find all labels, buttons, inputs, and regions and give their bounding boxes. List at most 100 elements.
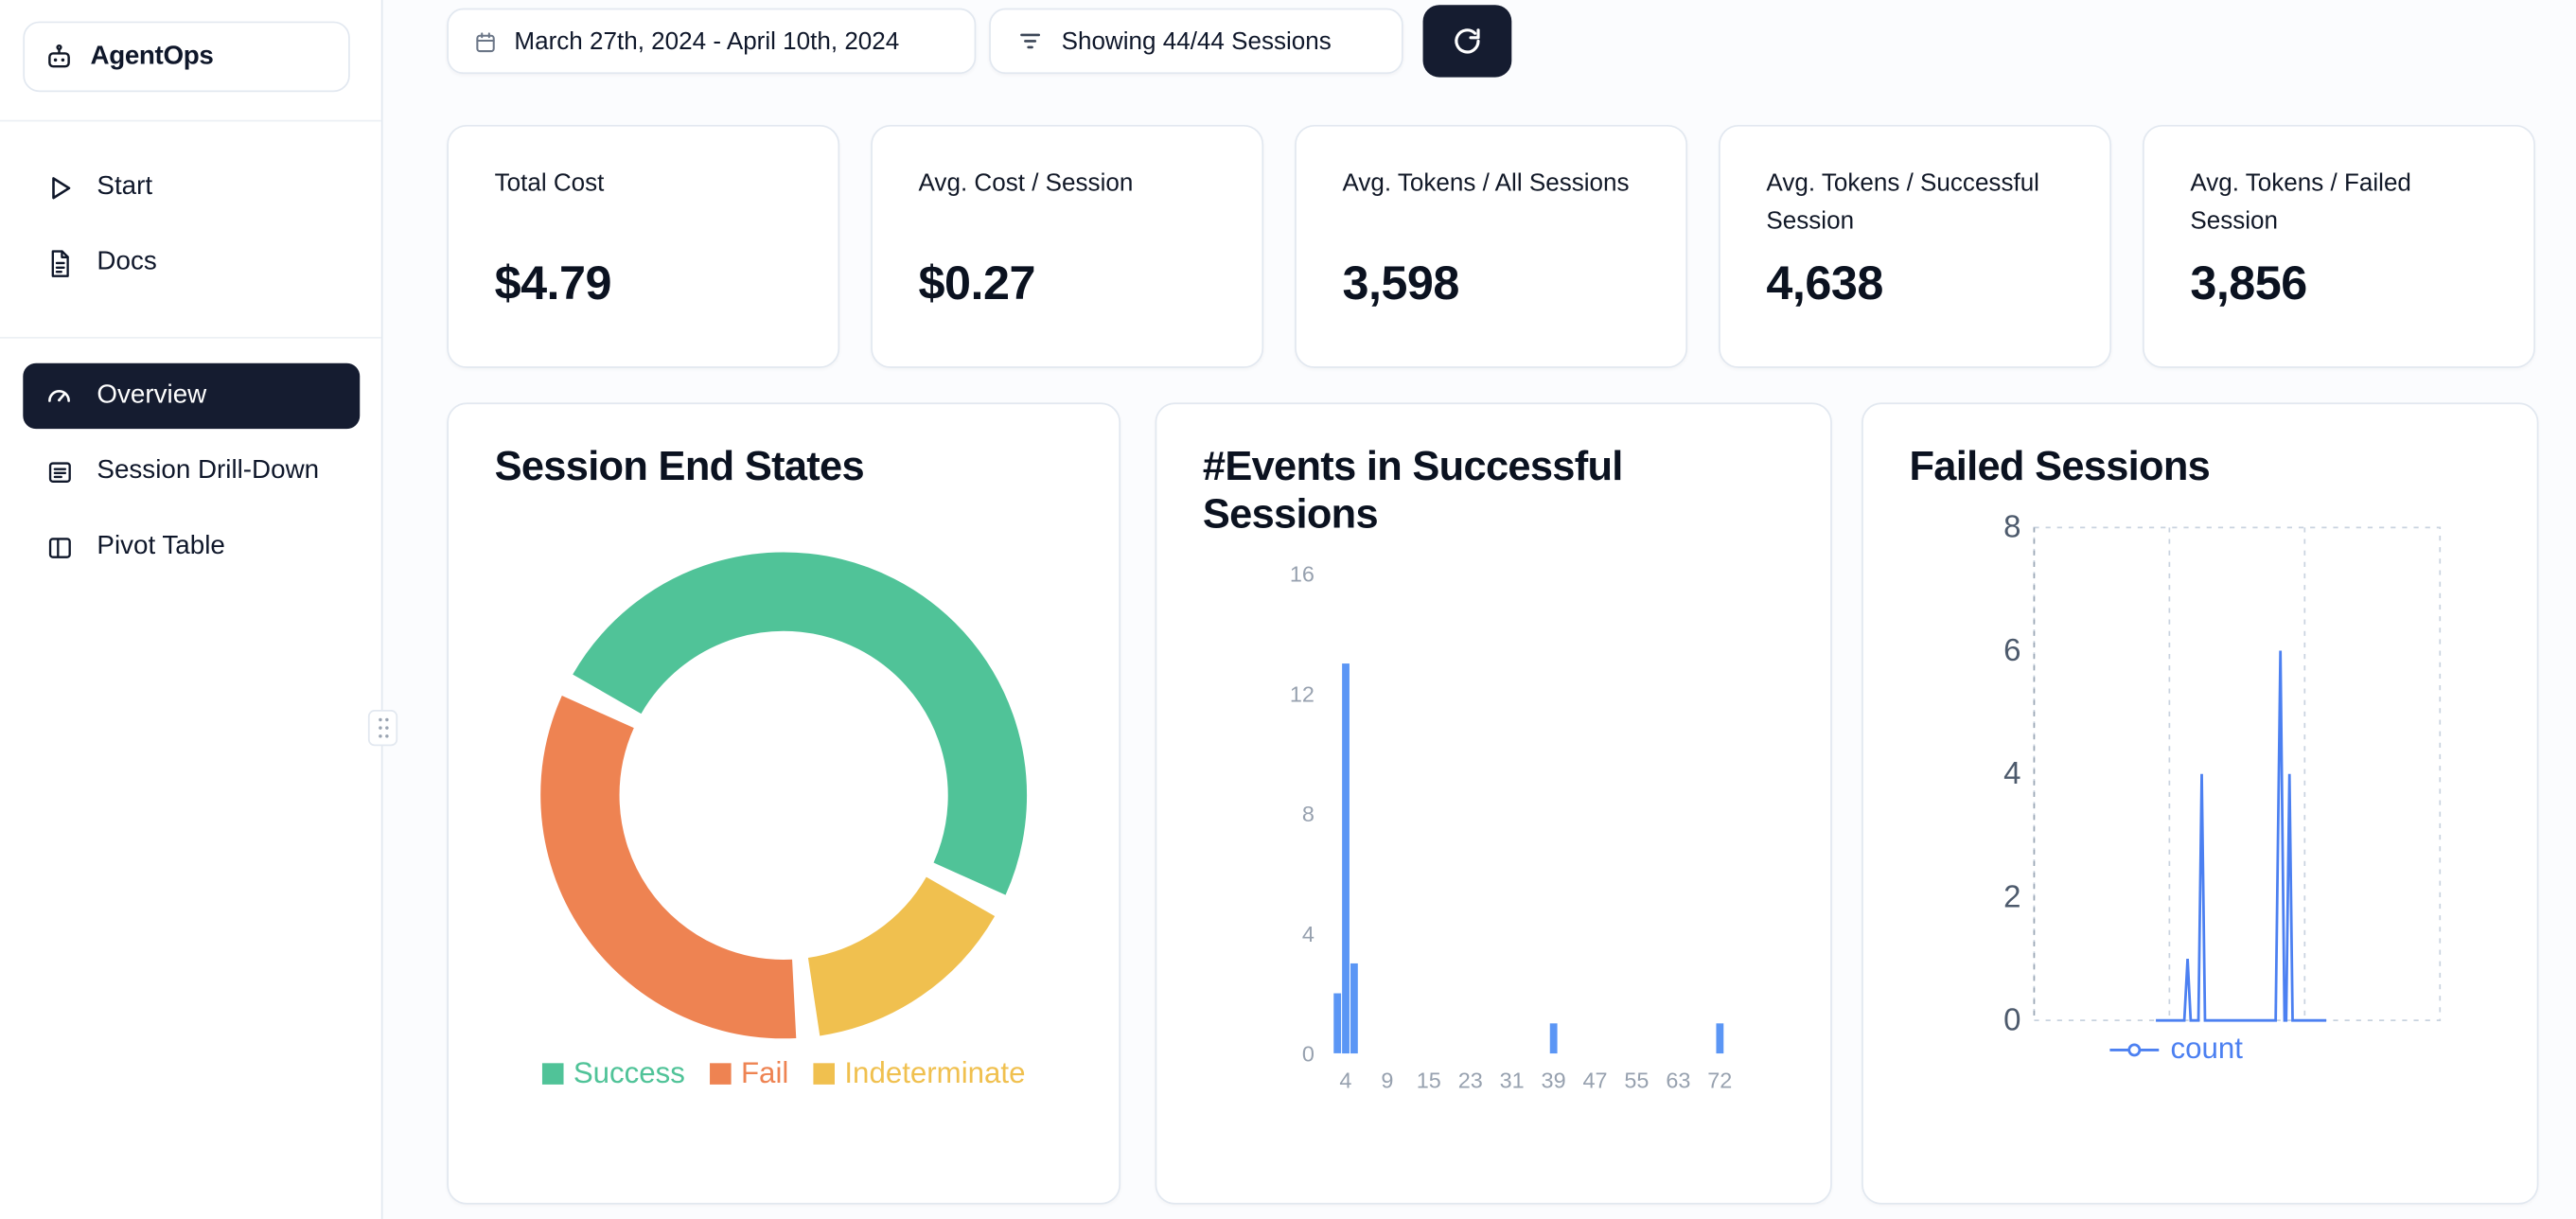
y-tick-label: 2 — [2003, 878, 2020, 913]
stat-value: $4.79 — [494, 257, 612, 311]
donut-segment-fail[interactable] — [540, 695, 797, 1038]
stat-value: 3,598 — [1342, 257, 1459, 311]
stat-label: Avg. Cost / Session — [918, 168, 1134, 198]
document-icon — [43, 246, 76, 279]
stat-card-avg-cost-session: Avg. Cost / Session $0.27 — [871, 124, 1264, 368]
refresh-icon — [1451, 25, 1484, 58]
y-tick-label: 0 — [2003, 1002, 2020, 1037]
y-tick-label: 4 — [2003, 755, 2020, 790]
bar[interactable] — [1333, 993, 1342, 1053]
y-tick-label: 16 — [1290, 562, 1314, 587]
table-columns-icon — [43, 531, 76, 564]
bar[interactable] — [1549, 1023, 1558, 1054]
stat-card-avg-tokens-all: Avg. Tokens / All Sessions 3,598 — [1295, 124, 1688, 368]
x-tick-label: 9 — [1381, 1068, 1393, 1092]
x-tick-label: 4 — [1339, 1068, 1351, 1092]
x-tick-label: 63 — [1666, 1068, 1690, 1092]
logo-text: AgentOps — [90, 42, 214, 70]
gauge-icon — [43, 380, 76, 413]
y-tick-label: 0 — [1302, 1042, 1314, 1067]
session-filter-button[interactable]: Showing 44/44 Sessions — [989, 8, 1403, 75]
legend-swatch — [813, 1062, 835, 1085]
panel-list-icon — [43, 455, 76, 488]
legend-label: Fail — [740, 1055, 789, 1089]
y-tick-label: 8 — [1302, 802, 1314, 826]
bar-chart: 0 4 8 12 16 4 9 15 23 31 39 47 55 63 72 — [1290, 562, 1732, 1093]
y-tick-label: 8 — [2003, 511, 2020, 544]
plot-border — [2033, 526, 2442, 1022]
play-icon — [43, 171, 76, 204]
y-tick-label: 12 — [1290, 681, 1314, 706]
bar[interactable] — [1716, 1023, 1724, 1054]
donut-chart-area — [449, 539, 1119, 1049]
sidebar-item-overview[interactable]: Overview — [23, 362, 361, 430]
x-tick-label: 47 — [1582, 1068, 1607, 1092]
sidebar-item-label: Session Drill-Down — [97, 456, 320, 486]
donut-chart — [540, 551, 1027, 1038]
stat-label: Avg. Tokens / Failed Session — [2190, 168, 2411, 235]
sidebar-item-docs[interactable]: Docs — [23, 230, 360, 295]
sidebar-item-label: Overview — [97, 380, 207, 410]
sidebar-item-pivot-table[interactable]: Pivot Table — [23, 514, 360, 579]
stat-value: $0.27 — [918, 257, 1036, 311]
session-filter-label: Showing 44/44 Sessions — [1061, 26, 1332, 56]
line-legend-count[interactable]: count — [2109, 1032, 2243, 1066]
stat-card-total-cost: Total Cost $4.79 — [447, 124, 840, 368]
x-tick-label: 31 — [1500, 1068, 1525, 1092]
sidebar: AgentOps Start — [0, 0, 383, 1219]
funnel-icon — [1015, 26, 1045, 56]
x-tick-label: 39 — [1542, 1068, 1566, 1092]
stat-card-avg-tokens-successful: Avg. Tokens / Successful Session 4,638 — [1719, 124, 2112, 368]
sidebar-links: Start Docs — [23, 154, 360, 295]
y-tick-label: 4 — [1302, 922, 1314, 946]
x-tick-label: 72 — [1707, 1068, 1732, 1092]
bar[interactable] — [1342, 663, 1350, 1054]
chart-title: #Events in Successful Sessions — [1202, 443, 1623, 537]
y-tick-label: 6 — [2003, 632, 2020, 667]
logo[interactable]: AgentOps — [23, 21, 350, 93]
robot-icon — [43, 41, 76, 74]
divider — [0, 336, 381, 339]
refresh-button[interactable] — [1422, 5, 1512, 78]
legend-swatch — [709, 1062, 732, 1085]
legend-item-success[interactable]: Success — [541, 1055, 685, 1090]
line-legend-marker-icon — [2109, 1042, 2160, 1056]
stats-row: Total Cost $4.79 Avg. Cost / Session $0.… — [447, 124, 2535, 368]
x-tick-label: 23 — [1458, 1068, 1483, 1092]
stat-label: Avg. Tokens / Successful Session — [1766, 168, 2039, 235]
legend-item-fail[interactable]: Fail — [709, 1055, 789, 1090]
calendar-icon — [473, 28, 498, 53]
chart-title: Failed Sessions — [1909, 443, 2211, 490]
donut-legend: Success Fail Indeterminate — [449, 1056, 1119, 1090]
sidebar-item-start[interactable]: Start — [23, 154, 360, 220]
grip-dots-icon — [378, 717, 388, 738]
legend-label: Success — [573, 1055, 685, 1089]
line-chart: 0 2 4 6 8 — [2003, 511, 2442, 1037]
x-tick-label: 15 — [1417, 1068, 1441, 1092]
sidebar-nav: Overview Session Drill-Down — [23, 362, 361, 580]
stat-card-avg-tokens-failed: Avg. Tokens / Failed Session 3,856 — [2143, 124, 2535, 368]
line-legend-label: count — [2170, 1032, 2243, 1066]
stat-value: 3,856 — [2190, 257, 2307, 311]
chart-title: Session End States — [494, 443, 865, 490]
stat-label: Total Cost — [494, 168, 605, 198]
charts-row: Session End States Success Fail Indetermin… — [447, 402, 2539, 1205]
sidebar-item-label: Start — [97, 172, 153, 201]
sidebar-item-label: Pivot Table — [97, 532, 225, 561]
sidebar-item-session-drill-down[interactable]: Session Drill-Down — [23, 439, 360, 504]
sidebar-resize-handle[interactable] — [367, 710, 398, 747]
x-tick-label: 55 — [1624, 1068, 1649, 1092]
events-histogram-card: #Events in Successful Sessions 0 4 8 12 16 4 9… — [1155, 402, 1832, 1205]
failed-sessions-card: Failed Sessions 0 2 4 6 8 count — [1861, 402, 2539, 1205]
date-range-label: March 27th, 2024 - April 10th, 2024 — [514, 26, 900, 56]
stat-label: Avg. Tokens / All Sessions — [1342, 168, 1630, 198]
count-line[interactable] — [2156, 650, 2327, 1022]
legend-swatch — [541, 1062, 564, 1085]
session-end-states-card: Session End States Success Fail Indetermin… — [447, 402, 1121, 1205]
donut-segment-indeterminate[interactable] — [806, 874, 996, 1035]
legend-item-indeterminate[interactable]: Indeterminate — [813, 1056, 1025, 1090]
date-range-button[interactable]: March 27th, 2024 - April 10th, 2024 — [447, 8, 977, 75]
bar[interactable] — [1350, 963, 1358, 1054]
donut-segment-success[interactable] — [573, 551, 1027, 894]
